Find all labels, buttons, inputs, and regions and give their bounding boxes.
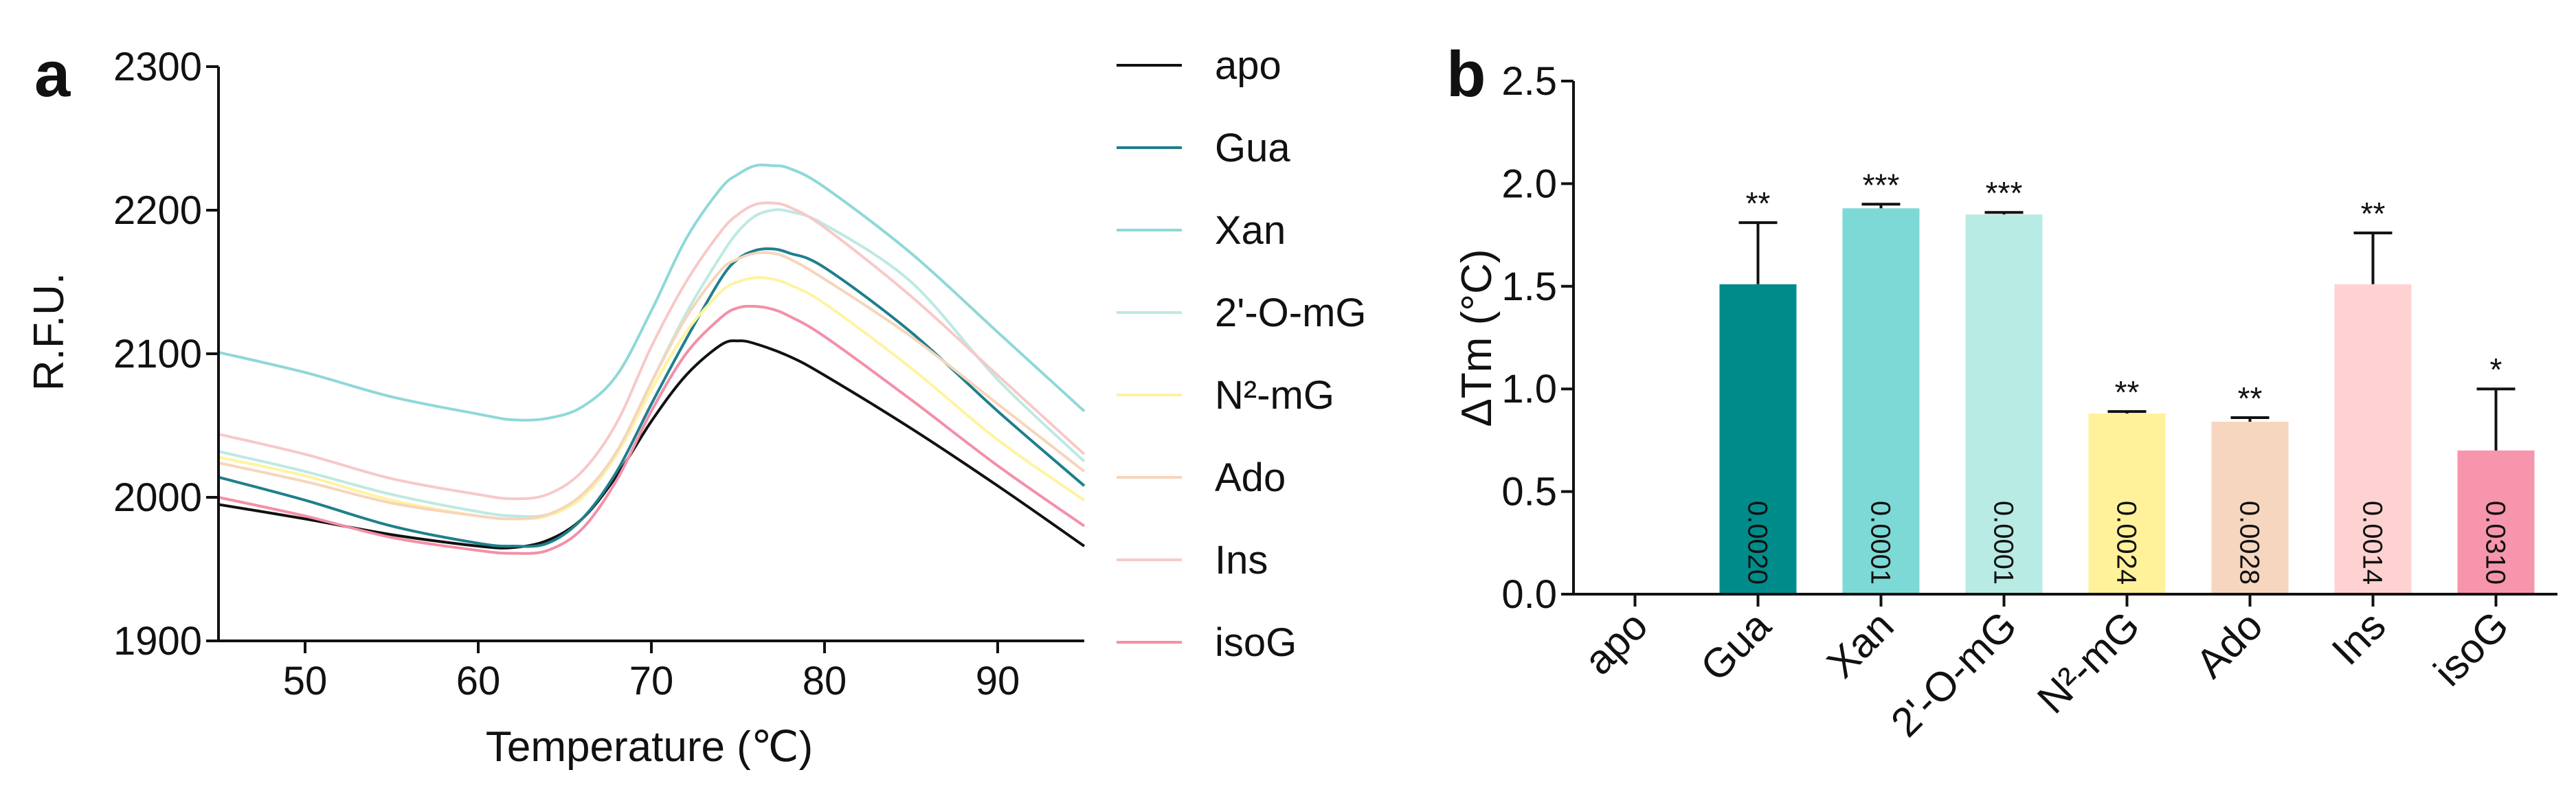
bar-1 <box>1719 284 1797 594</box>
p-value-label-1: 0.0020 <box>1743 501 1773 585</box>
panel-a-x-tick-label: 60 <box>456 659 501 703</box>
panel-b-y-axis-title: ΔTm (°C) <box>1453 249 1501 427</box>
bar-6 <box>2334 284 2412 594</box>
legend-label-1: Gua <box>1215 126 1290 170</box>
panel-a-y-tick-label: 2100 <box>113 332 202 376</box>
panel-a-y-tick-label: 1900 <box>113 619 202 664</box>
category-label-1: Gua <box>1692 602 1780 690</box>
p-value-label-4: 0.0024 <box>2112 501 2142 585</box>
legend-label-5: Ado <box>1215 455 1286 500</box>
panel-a-y-tick-label: 2200 <box>113 188 202 233</box>
panel-a-letter: a <box>34 38 71 110</box>
significance-label-6: ** <box>2361 196 2386 231</box>
panel-b-axes: 0.0 0.5 1.0 1.5 2.0 2.5 <box>1501 59 2557 617</box>
panel-a-legend: apo Gua Xan 2'-O-mG N²-mG Ado Ins isoG <box>1117 43 1367 665</box>
panel-b-y-tick-label: 1.0 <box>1501 367 1557 411</box>
p-value-label-2: 0.0001 <box>1866 501 1896 585</box>
category-label-5: Ado <box>2187 602 2272 687</box>
panel-a-line-chart: a R.F.U. Temperature (℃) 1900 2000 2100 220… <box>25 38 1367 771</box>
category-label-4: N²-mG <box>2028 602 2149 723</box>
panel-b-y-tick-label: 2.0 <box>1501 161 1557 206</box>
panel-a-x-tick-label: 70 <box>629 659 674 703</box>
significance-label-1: ** <box>1746 185 1771 221</box>
panel-a-x-tick-label: 90 <box>976 659 1020 703</box>
panel-a-axes: 1900 2000 2100 2200 2300 50 60 70 80 90 <box>113 45 1084 703</box>
legend-label-0: apo <box>1215 43 1281 88</box>
bar-3 <box>1965 214 2043 595</box>
panel-b-bar-chart: b ΔTm (°C) apo**0.0020Gua***0.0001Xan***… <box>1446 38 2557 745</box>
panel-b-bars: apo**0.0020Gua***0.0001Xan***0.00012'-O-… <box>1576 167 2535 745</box>
significance-label-4: ** <box>2115 374 2140 410</box>
series-line-6 <box>218 201 1086 501</box>
panel-a-y-tick-label: 2300 <box>113 45 202 89</box>
series-line-1 <box>218 247 1086 548</box>
series-line-0 <box>218 339 1086 550</box>
category-label-2: Xan <box>1818 602 1903 687</box>
panel-b-y-tick-label: 1.5 <box>1501 264 1557 309</box>
panel-a-series-lines <box>218 163 1086 555</box>
bar-5 <box>2211 422 2289 594</box>
series-line-7 <box>218 304 1086 555</box>
panel-b-y-tick-label: 0.0 <box>1501 572 1557 617</box>
bar-7 <box>2457 450 2535 594</box>
legend-label-6: Ins <box>1215 538 1268 582</box>
category-label-0: apo <box>1576 602 1657 683</box>
significance-label-5: ** <box>2238 381 2263 416</box>
panel-a-x-tick-label: 50 <box>283 659 328 703</box>
legend-label-4: N²-mG <box>1215 373 1334 418</box>
panel-a-y-axis-title: R.F.U. <box>25 273 73 391</box>
significance-label-3: *** <box>1986 175 2023 211</box>
legend-label-7: isoG <box>1215 620 1297 665</box>
panel-a-x-tick-label: 80 <box>803 659 847 703</box>
series-line-3 <box>218 208 1086 519</box>
series-line-2 <box>218 163 1086 422</box>
category-label-7: isoG <box>2425 602 2518 695</box>
panel-b-y-tick-label: 2.5 <box>1501 59 1557 104</box>
legend-label-3: 2'-O-mG <box>1215 291 1367 335</box>
p-value-label-3: 0.0001 <box>1989 501 2019 585</box>
p-value-label-6: 0.0014 <box>2357 501 2388 585</box>
category-label-3: 2'-O-mG <box>1882 602 2026 746</box>
p-value-label-5: 0.0028 <box>2235 501 2265 585</box>
bar-2 <box>1842 208 1920 595</box>
legend-label-2: Xan <box>1215 208 1286 253</box>
series-line-5 <box>218 251 1086 521</box>
panel-a-y-tick-label: 2000 <box>113 475 202 520</box>
category-label-6: Ins <box>2323 602 2395 674</box>
bar-4 <box>2088 414 2166 594</box>
panel-b-y-tick-label: 0.5 <box>1501 470 1557 514</box>
panel-a-x-axis-title: Temperature (℃) <box>486 723 813 771</box>
p-value-label-7: 0.0310 <box>2480 501 2511 585</box>
panel-b-letter: b <box>1446 38 1486 110</box>
significance-label-7: * <box>2490 352 2502 387</box>
significance-label-2: *** <box>1863 167 1900 203</box>
